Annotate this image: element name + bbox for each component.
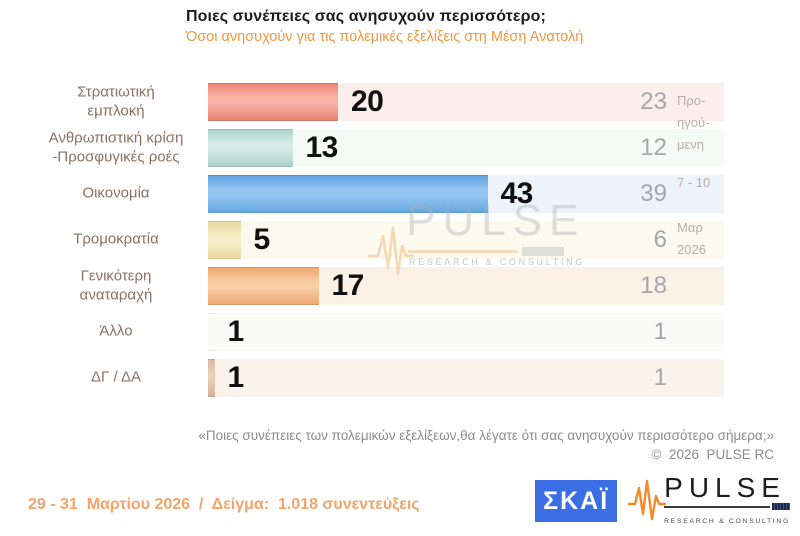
bar (208, 129, 293, 167)
bar-value-label: 1 (227, 361, 245, 394)
chart-row: Γενικότερη αναταραχή 17 18 (0, 267, 800, 305)
previous-period-label: 7 - 10 (677, 175, 711, 190)
previous-value-label: 23 (640, 88, 667, 115)
chart-row: Τρομοκρατία 5 6 (0, 221, 800, 259)
category-label: Τρομοκρατία (73, 230, 159, 248)
bar-chart: Στρατιωτική εμπλοκή 20 23 Ανθρωπιστική κ… (0, 83, 800, 403)
bar (208, 359, 215, 397)
bar (208, 313, 215, 351)
chart-row: ΔΓ / ΔΑ 1 1 (0, 359, 800, 397)
bar-track: 5 6 (208, 221, 724, 259)
header: Ποιες συνέπειες σας ανησυχούν περισσότερ… (186, 8, 583, 45)
fieldwork-info: 29 - 31 Μαρτίου 2026 / Δείγμα: 1.018 συν… (28, 496, 420, 513)
bar-value-label: 20 (351, 85, 384, 118)
category-label: Στρατιωτική εμπλοκή (77, 83, 155, 119)
bar-value-label: 13 (305, 131, 339, 164)
bar (208, 221, 241, 259)
previous-value-label: 39 (640, 180, 667, 207)
chart-row: Ανθρωπιστική κρίση -Προσφυγικές ροές 13 … (0, 129, 800, 167)
pulse-logo-rule (664, 505, 770, 508)
previous-value-label: 18 (640, 272, 667, 299)
category-label: ΔΓ / ΔΑ (91, 368, 141, 386)
bar-track: 13 12 (208, 129, 724, 167)
bar-track: 1 1 (208, 359, 724, 397)
footer-logos: ΣΚΑΪ PULSE RESEARCH & CONSULTING (535, 474, 790, 528)
bar-track: 43 39 (208, 175, 724, 213)
page-subtitle: Όσοι ανησυχούν για τις πολεμικές εξελίξε… (186, 29, 584, 45)
pulse-logo-subtext: RESEARCH & CONSULTING (664, 518, 790, 525)
category-label: Άλλο (99, 322, 133, 340)
bar-value-label: 1 (227, 315, 245, 348)
previous-period-label: ηγού- (677, 115, 710, 130)
previous-period-label: Μαρ (677, 220, 703, 235)
category-label: Οικονομία (82, 184, 150, 202)
skai-logo: ΣΚΑΪ (535, 480, 618, 522)
pulse-logo-text: PULSE (664, 472, 786, 503)
copyright: © 2026 PULSE RC (651, 446, 774, 462)
bar-track: 1 1 (208, 313, 724, 351)
previous-period-label: μενη (677, 137, 705, 152)
previous-value-label: 12 (640, 134, 667, 161)
category-label: Ανθρωπιστική κρίση -Προσφυγικές ροές (48, 129, 184, 165)
bar (208, 175, 488, 213)
pulse-logo-mark (772, 503, 790, 510)
bar-value-label: 17 (331, 269, 365, 302)
bar (208, 267, 319, 305)
page-title: Ποιες συνέπειες σας ανησυχούν περισσότερ… (186, 8, 546, 25)
bar (208, 83, 338, 121)
previous-period-label: Προ- (677, 93, 706, 108)
previous-period-label: 2026 (677, 242, 706, 257)
footnote: «Ποιες συνέπειες των πολεμικών εξελίξεων… (198, 427, 774, 465)
previous-value-label: 1 (653, 364, 667, 391)
chart-row: Στρατιωτική εμπλοκή 20 23 (0, 83, 800, 121)
survey-question: «Ποιες συνέπειες των πολεμικών εξελίξεων… (198, 428, 774, 443)
bar-value-label: 5 (253, 223, 271, 256)
previous-value-label: 1 (653, 318, 667, 345)
chart-row: Οικονομία 43 39 (0, 175, 800, 213)
heartbeat-icon (626, 476, 668, 527)
pulse-logo: PULSE RESEARCH & CONSULTING (626, 472, 790, 528)
chart-row: Άλλο 1 1 (0, 313, 800, 351)
bar-value-label: 43 (500, 177, 534, 210)
skai-logo-text: ΣΚΑΪ (543, 486, 610, 515)
previous-value-label: 6 (653, 226, 667, 253)
bar-track: 17 18 (208, 267, 724, 305)
category-label: Γενικότερη αναταραχή (79, 267, 153, 303)
bar-track: 20 23 (208, 83, 724, 121)
